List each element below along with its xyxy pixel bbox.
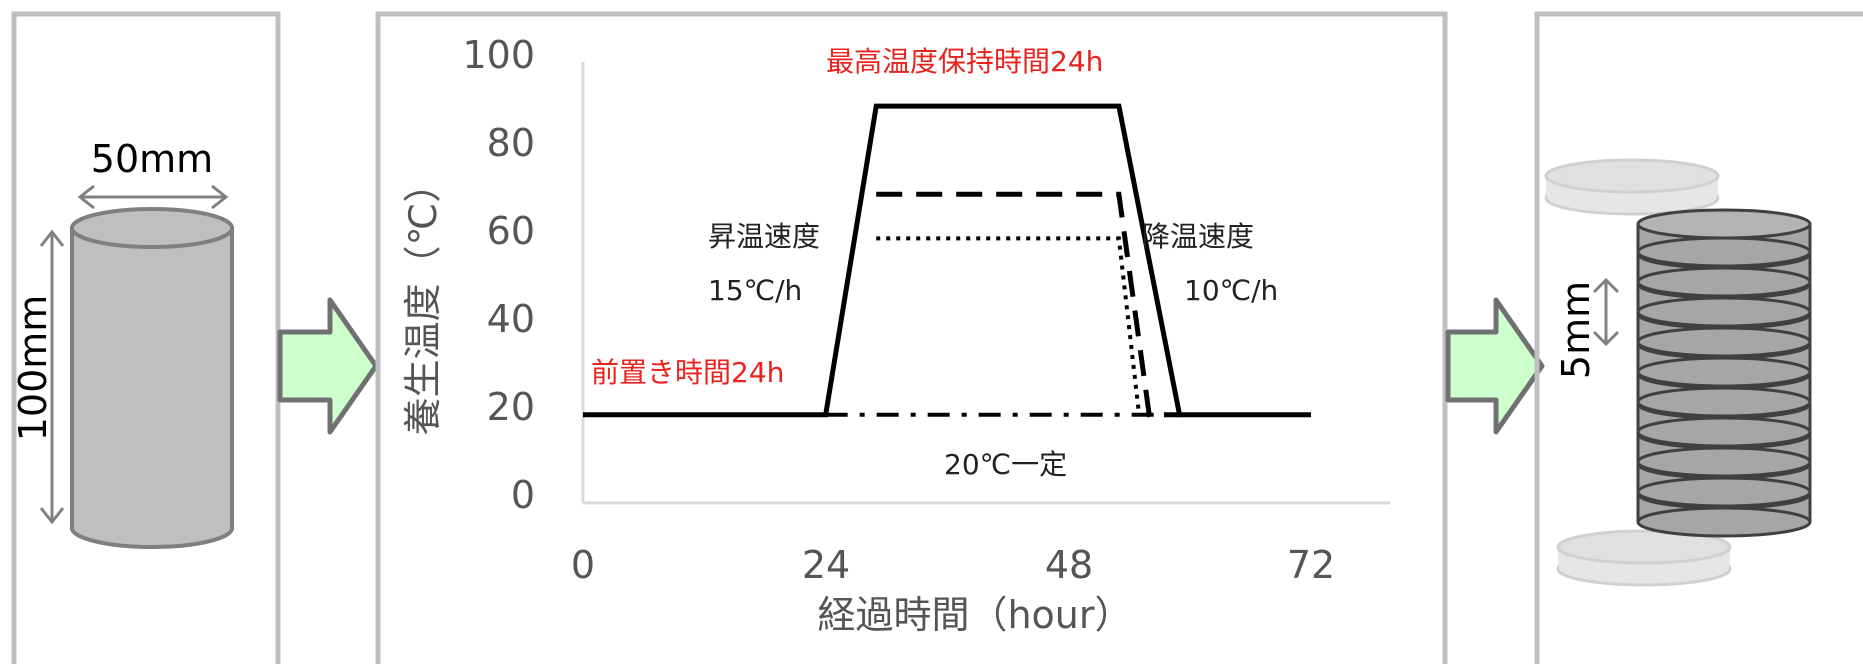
series-line-dashed xyxy=(876,191,1180,418)
slice-disc-edge xyxy=(1636,326,1812,358)
y-tick-label: 80 xyxy=(487,121,535,165)
slice-disc-edge xyxy=(1636,236,1812,268)
y-tick-label: 60 xyxy=(487,209,535,253)
constant-temp-label: 20℃一定 xyxy=(944,448,1067,481)
slice-disc-edge xyxy=(1636,476,1812,508)
cool-rate-value: 10℃/h xyxy=(1184,274,1278,307)
slice-dimension-arrow xyxy=(1592,277,1620,347)
y-tick-labels: 0 20 40 60 80 100 xyxy=(462,33,535,517)
x-tick-label: 72 xyxy=(1287,543,1335,587)
slice-disc-side xyxy=(1636,284,1812,312)
flow-arrow-2-icon xyxy=(1445,297,1545,435)
y-tick-label: 20 xyxy=(487,385,535,429)
slice-thickness-label: 5mm xyxy=(1554,281,1598,379)
hold-time-annotation: 最高温度保持時間24h xyxy=(826,45,1103,78)
width-label: 50mm xyxy=(91,137,213,181)
y-tick-label: 100 xyxy=(462,33,535,77)
heat-rate-label: 昇温速度 xyxy=(708,220,820,253)
slice-disc-side xyxy=(1636,434,1812,462)
heat-rate-value: 15℃/h xyxy=(708,274,802,307)
panel-chart-frame xyxy=(375,11,1448,664)
y-axis-title: 養生温度（℃） xyxy=(401,165,445,436)
chart-series xyxy=(583,103,1311,418)
x-tick-labels: 0 24 48 72 xyxy=(571,543,1335,587)
slice-disc-edge xyxy=(1636,506,1812,538)
slice-disc-edge xyxy=(1636,266,1812,298)
pre-time-annotation: 前置き時間24h xyxy=(591,356,784,389)
height-dimension-arrow xyxy=(39,229,65,525)
slice-disc-edge xyxy=(1636,386,1812,418)
slice-disc-edge xyxy=(1636,356,1812,388)
flow-arrow-1-icon xyxy=(277,297,379,435)
y-tick-label: 0 xyxy=(511,473,535,517)
chart-axes xyxy=(581,62,1390,505)
slice-disc-side xyxy=(1636,494,1812,522)
sliced-cylinder-stack-icon xyxy=(1636,208,1812,538)
slice-disc-edge xyxy=(1636,416,1812,448)
slice-disc-side xyxy=(1636,344,1812,372)
cool-rate-label: 降温速度 xyxy=(1142,220,1254,253)
slice-disc-side xyxy=(1636,314,1812,342)
slice-disc-side xyxy=(1636,374,1812,402)
x-axis-title: 経過時間（hour） xyxy=(817,593,1132,637)
slice-disc-edge xyxy=(1636,296,1812,328)
bottom-disc-icon xyxy=(1556,529,1732,587)
x-tick-label: 24 xyxy=(802,543,850,587)
panel-right-frame xyxy=(1534,11,1863,664)
slice-disc-side xyxy=(1636,404,1812,432)
y-tick-label: 40 xyxy=(487,297,535,341)
cylinder-icon xyxy=(70,207,234,549)
x-tick-label: 48 xyxy=(1045,543,1093,587)
slice-disc-side xyxy=(1636,254,1812,282)
slice-disc-side xyxy=(1636,224,1812,252)
series-line-dotted xyxy=(876,236,1142,416)
width-dimension-arrow xyxy=(77,184,229,210)
series-line-solid xyxy=(583,103,1311,418)
x-tick-label: 0 xyxy=(571,543,595,587)
slice-disc-side xyxy=(1636,464,1812,492)
height-label: 100mm xyxy=(11,295,55,442)
slice-disc-top xyxy=(1636,208,1812,240)
slice-disc-edge xyxy=(1636,446,1812,478)
top-disc-icon xyxy=(1544,158,1720,216)
